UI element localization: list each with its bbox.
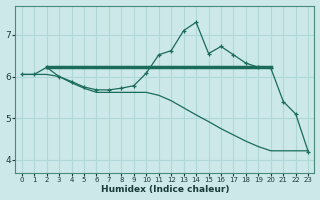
X-axis label: Humidex (Indice chaleur): Humidex (Indice chaleur) (101, 185, 229, 194)
